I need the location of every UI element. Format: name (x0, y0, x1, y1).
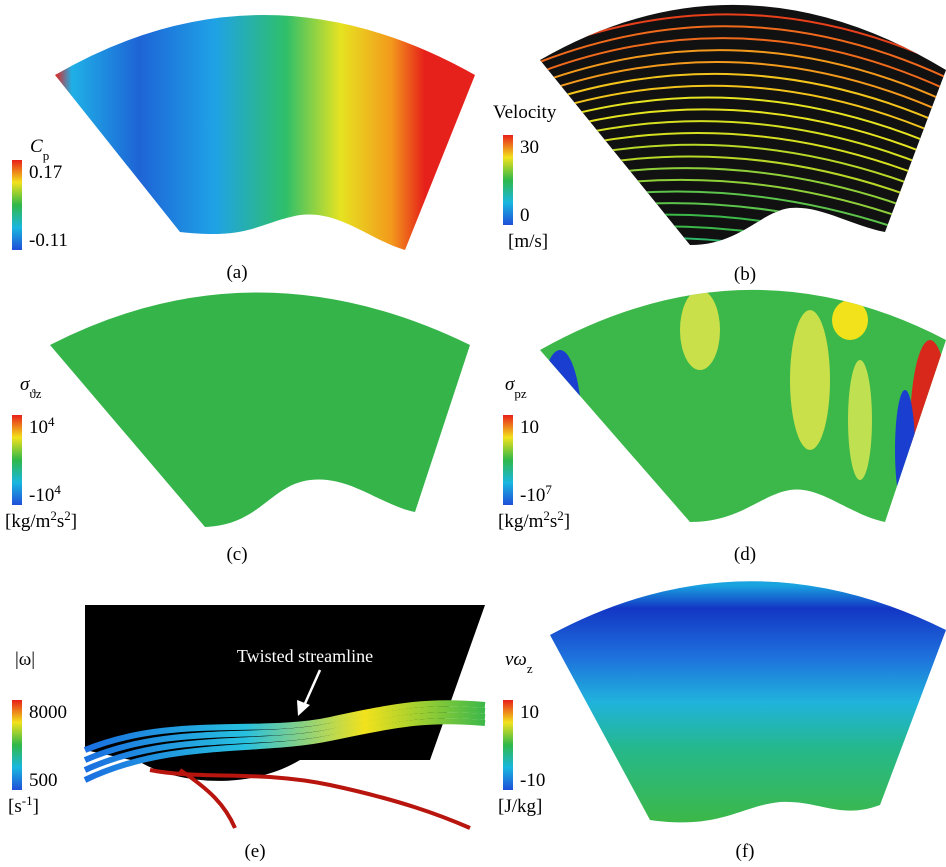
text-part: C (30, 136, 43, 157)
label: 8000 (29, 702, 67, 723)
text-part: [s (8, 796, 22, 817)
text-part: ] (71, 511, 77, 532)
text-part: -10 (520, 770, 545, 791)
label: [m/s] (508, 231, 548, 252)
label: -107 (520, 482, 552, 507)
label: -104 (29, 482, 61, 507)
label: σϑz (20, 374, 42, 401)
label: Cp (30, 136, 49, 163)
text-part: -10 (29, 485, 54, 506)
text-part: |ω| (15, 649, 35, 670)
label: 0.17 (29, 162, 62, 183)
panel-label: (c) (226, 544, 247, 565)
text-part: 4 (54, 482, 61, 497)
label: [kg/m2s2] (498, 508, 570, 533)
text-part: z (527, 661, 533, 676)
panel-label: (e) (244, 841, 265, 862)
text-part: 500 (29, 770, 58, 791)
label: -0.11 (29, 230, 68, 251)
label: 30 (520, 137, 539, 158)
text-part: ] (33, 796, 39, 817)
text-part: [kg/m (498, 511, 544, 532)
colorbar (12, 700, 22, 790)
annotation: Twisted streamline (237, 646, 373, 666)
colorbar (12, 415, 22, 505)
label: [J/kg] (498, 796, 542, 817)
label: 10 (520, 417, 539, 438)
text-part: 10 (520, 417, 539, 438)
text-part: s (550, 511, 557, 532)
text-part: p (43, 148, 50, 163)
label: [kg/m2s2] (5, 508, 77, 533)
label: νωz (505, 649, 533, 676)
text-part: -0.11 (29, 230, 68, 251)
label: 500 (29, 770, 58, 791)
colorbar (503, 415, 513, 505)
text-part: [kg/m (5, 511, 51, 532)
text-part: 7 (545, 482, 552, 497)
label: -10 (520, 770, 545, 791)
text-part: Velocity (493, 102, 557, 123)
text-part: 0.17 (29, 162, 62, 183)
text-part: ϑz (29, 386, 41, 401)
text-part: pz (514, 386, 527, 401)
label: |ω| (15, 649, 35, 670)
black-region-e (85, 605, 485, 781)
label: [s-1] (8, 793, 39, 818)
text-part: 4 (48, 414, 55, 429)
colorbar (503, 700, 513, 790)
figure: Cp0.17-0.11(a)Velocity300[m/s](b)σϑz104-… (0, 0, 946, 867)
colorbar (503, 135, 513, 225)
label: σpz (505, 374, 527, 401)
panel-label: (b) (734, 264, 756, 285)
text-part: [m/s] (508, 231, 548, 252)
colorbar (12, 160, 22, 250)
text-part: 10 (520, 702, 539, 723)
text-part: 8000 (29, 702, 67, 723)
panel-label: (d) (734, 544, 756, 565)
contour-d (540, 290, 946, 522)
text-part: 10 (29, 417, 48, 438)
text-part: 30 (520, 137, 539, 158)
text-part: νω (505, 649, 527, 670)
text-part: [J/kg] (498, 796, 542, 817)
panel-label: (a) (226, 262, 247, 283)
panel-label: (f) (736, 841, 755, 862)
label: 0 (520, 205, 530, 226)
contour-c (50, 293, 470, 528)
label: Velocity (493, 102, 557, 123)
text-part: -1 (22, 793, 33, 808)
label: 104 (29, 414, 55, 439)
text-part: -10 (520, 485, 545, 506)
text-part: s (57, 511, 64, 532)
text-part: 0 (520, 205, 530, 226)
label: 10 (520, 702, 539, 723)
text-part: ] (564, 511, 570, 532)
contour-f (550, 581, 946, 822)
contour-a (55, 15, 475, 250)
